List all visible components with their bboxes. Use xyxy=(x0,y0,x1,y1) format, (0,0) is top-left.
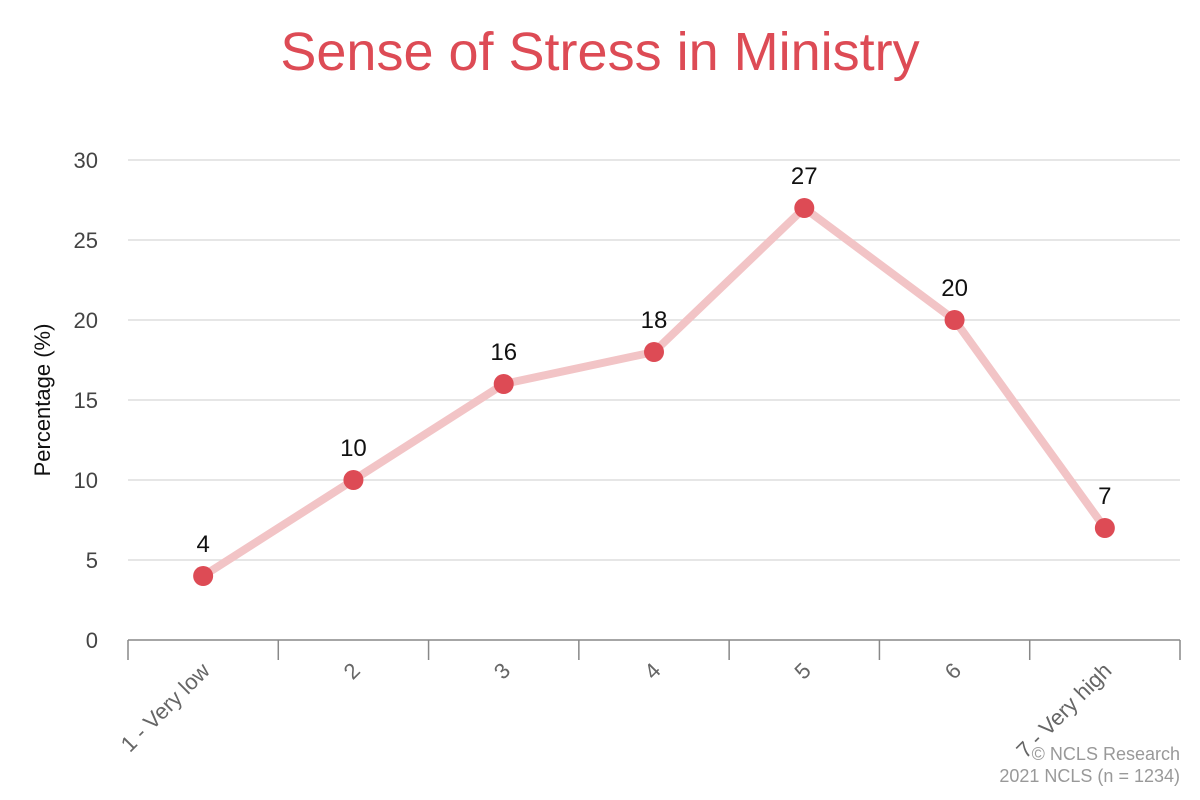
data-label: 7 xyxy=(1098,483,1111,510)
y-tick-label: 15 xyxy=(74,388,98,413)
grid-lines xyxy=(128,159,1180,561)
data-label: 16 xyxy=(490,339,517,366)
data-point xyxy=(1094,518,1115,538)
x-axis-ticks: 1 - Very low 2 3 4 5 6 7 - Very high xyxy=(116,640,1181,763)
data-label: 20 xyxy=(941,275,968,302)
y-tick-label: 10 xyxy=(74,468,98,493)
chart-title: Sense of Stress in Ministry xyxy=(280,22,919,82)
x-tick-label: 5 xyxy=(789,658,815,684)
source-note: 2021 NCLS (n = 1234) xyxy=(999,766,1180,786)
x-tick-label: 6 xyxy=(940,658,966,684)
y-tick-label: 20 xyxy=(74,308,98,333)
data-label: 4 xyxy=(196,531,209,558)
data-point xyxy=(343,470,364,490)
data-label: 27 xyxy=(791,163,818,190)
data-point xyxy=(794,198,815,218)
x-tick-label: 4 xyxy=(639,658,665,684)
data-label: 10 xyxy=(340,435,367,462)
y-axis-label: Percentage (%) xyxy=(30,324,55,477)
series-line xyxy=(199,204,1109,580)
y-tick-label: 5 xyxy=(86,548,98,573)
y-tick-label: 0 xyxy=(86,628,98,653)
y-tick-label: 25 xyxy=(74,228,98,253)
source-credit: © NCLS Research xyxy=(1032,744,1180,764)
x-tick-label: 2 xyxy=(339,658,365,684)
y-axis-ticks: 0 5 10 15 20 25 30 xyxy=(74,148,98,653)
x-tick-label: 3 xyxy=(489,658,515,684)
y-tick-label: 30 xyxy=(74,148,98,173)
data-point xyxy=(493,374,514,394)
data-label: 18 xyxy=(641,307,668,334)
data-point xyxy=(193,566,214,586)
data-point xyxy=(644,342,664,362)
x-tick-label: 1 - Very low xyxy=(116,658,215,757)
data-point xyxy=(944,310,965,330)
series-line-group: 4 10 16 18 27 20 7 xyxy=(193,163,1115,586)
